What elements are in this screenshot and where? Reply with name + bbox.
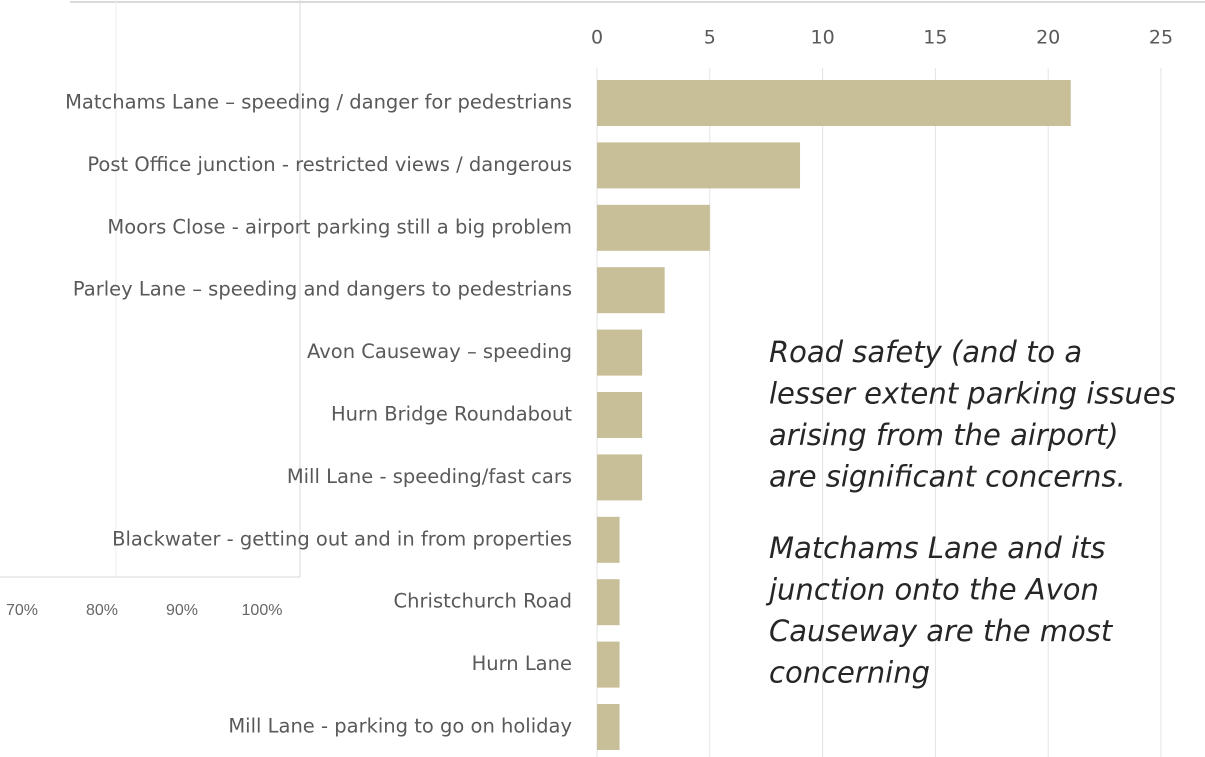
category-label: Hurn Bridge Roundabout bbox=[331, 403, 572, 426]
category-label: Christchurch Road bbox=[394, 590, 572, 613]
annotation-line: arising from the airport) bbox=[769, 418, 1119, 452]
x-tick-label: 25 bbox=[1149, 27, 1173, 49]
category-label: Post Office junction - restricted views … bbox=[87, 153, 572, 176]
bar bbox=[597, 454, 643, 501]
x-tick-label: 0 bbox=[591, 27, 603, 49]
bar bbox=[597, 329, 643, 376]
bar bbox=[597, 579, 620, 626]
category-label: Matchams Lane – speeding / danger for pe… bbox=[65, 91, 572, 114]
background-tick-label: 80% bbox=[86, 602, 118, 619]
category-label: Mill Lane - speeding/fast cars bbox=[287, 465, 572, 488]
bar bbox=[597, 204, 710, 251]
bar bbox=[597, 516, 620, 563]
background-tick-label: 70% bbox=[6, 602, 38, 619]
x-tick-label: 10 bbox=[811, 27, 835, 49]
category-label: Parley Lane – speeding and dangers to pe… bbox=[73, 278, 572, 301]
annotation-line: Matchams Lane and its bbox=[769, 531, 1106, 565]
background-tick-label: 90% bbox=[166, 602, 198, 619]
annotation-line: Causeway are the most bbox=[769, 614, 1114, 648]
bar bbox=[597, 80, 1071, 126]
category-label: Moors Close - airport parking still a bi… bbox=[107, 215, 572, 238]
annotation-line: concerning bbox=[769, 656, 930, 690]
category-label: Mill Lane - parking to go on holiday bbox=[228, 715, 572, 738]
bar bbox=[597, 704, 620, 750]
annotation-line: Road safety (and to a bbox=[769, 335, 1082, 369]
bar bbox=[597, 267, 665, 314]
x-tick-label: 15 bbox=[923, 27, 947, 49]
annotation-line: are significant concerns. bbox=[769, 460, 1126, 494]
x-tick-label: 5 bbox=[704, 27, 716, 49]
background-tick-label: 100% bbox=[242, 602, 283, 619]
annotation-line: lesser extent parking issues bbox=[769, 377, 1176, 411]
bar bbox=[597, 392, 643, 438]
category-label: Avon Causeway – speeding bbox=[307, 340, 572, 363]
annotation-line: junction onto the Avon bbox=[765, 573, 1099, 607]
category-label: Hurn Lane bbox=[472, 652, 572, 675]
bar bbox=[597, 142, 801, 189]
bar bbox=[597, 641, 620, 688]
category-label: Blackwater - getting out and in from pro… bbox=[112, 527, 572, 550]
x-tick-label: 20 bbox=[1036, 27, 1060, 49]
